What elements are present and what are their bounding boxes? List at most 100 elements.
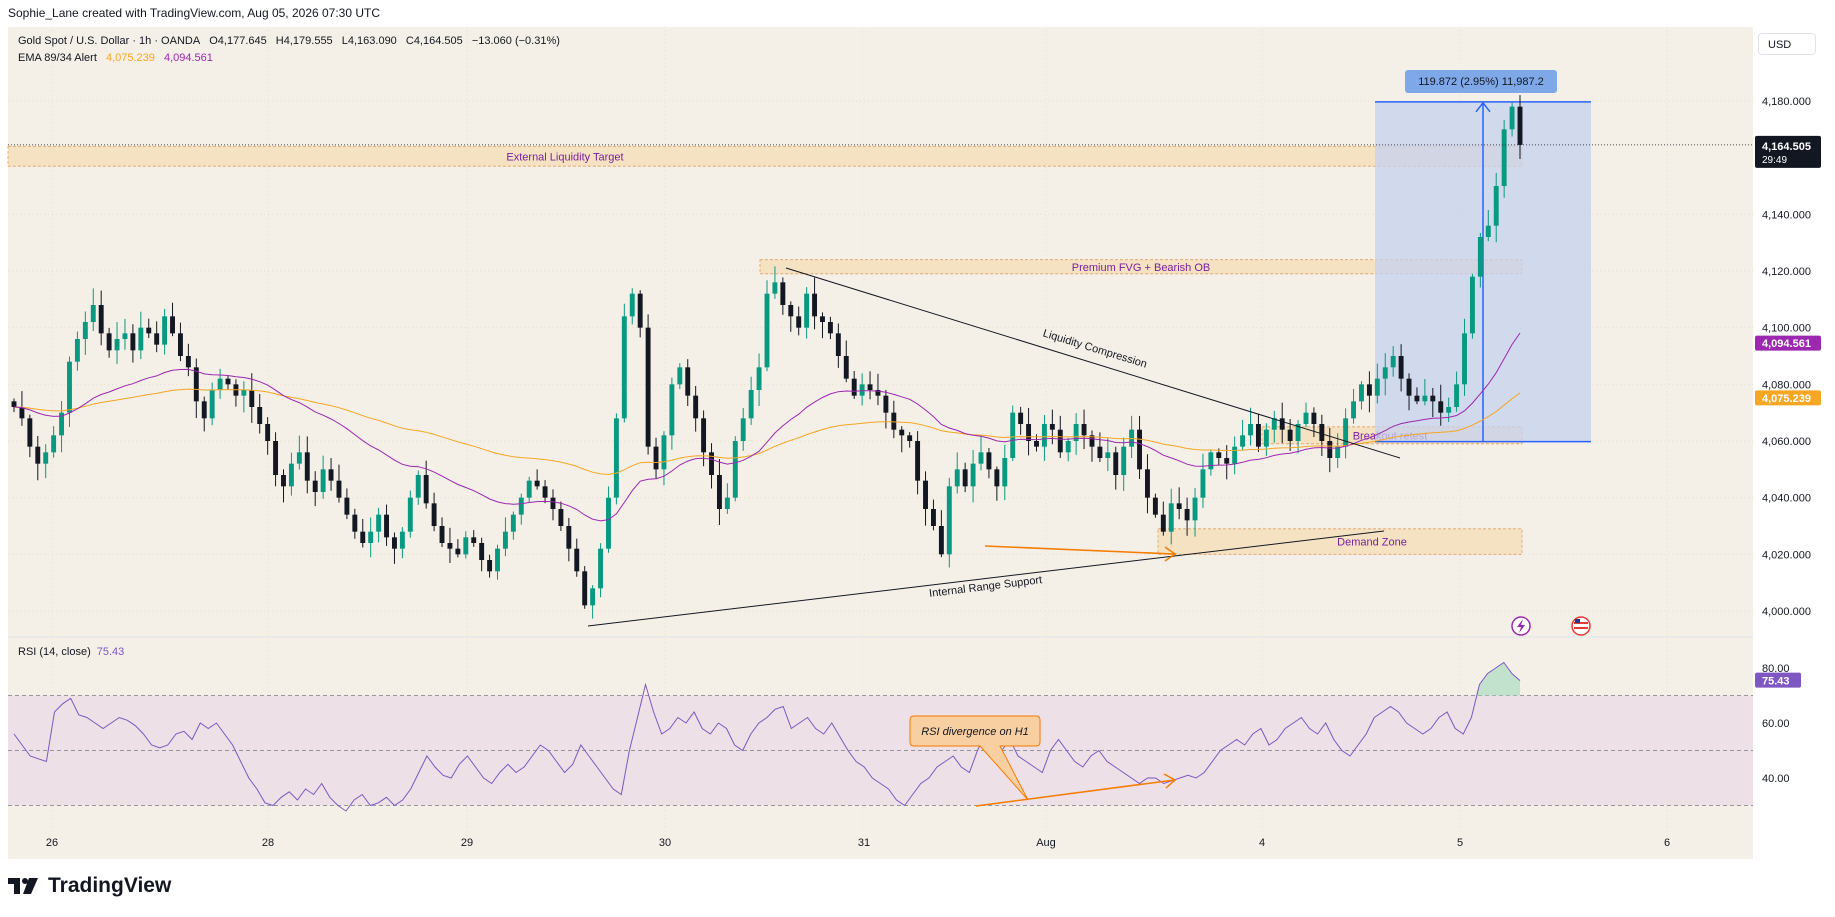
candle-body [241, 390, 247, 396]
candle-body [1279, 418, 1285, 430]
candle-body [423, 475, 429, 504]
candle-body [463, 537, 469, 555]
ema-legend[interactable]: EMA 89/34 Alert 4,075.239 4,094.561 [18, 52, 219, 64]
x-tick-label: 31 [858, 837, 870, 849]
candle-body [629, 293, 635, 317]
zone-box [1157, 528, 1523, 555]
last-price-label: 4,164.505 [1762, 141, 1811, 153]
close-value: C4,164.505 [405, 35, 463, 47]
zone-box [759, 259, 1523, 275]
candle-body [859, 384, 865, 396]
x-tick-label: 26 [46, 837, 58, 849]
candle-body [67, 361, 72, 413]
candle-body [352, 514, 358, 532]
logo-text: TradingView [48, 874, 172, 897]
candle-body [1049, 424, 1055, 430]
candle-body [851, 378, 857, 396]
candle-body [162, 316, 168, 345]
candle-body [796, 316, 802, 328]
candle-body [812, 293, 818, 317]
candle-body [637, 293, 643, 328]
rsi-overbought-fill [1475, 662, 1520, 696]
candle-body [693, 395, 699, 419]
us-flag-stripe [1574, 622, 1588, 624]
candle-body [59, 412, 65, 436]
rsi-label[interactable]: RSI (14, close) [18, 646, 91, 658]
rsi-tick-label: 60.00 [1762, 718, 1790, 730]
candle-body [1160, 514, 1166, 532]
candles-layer [11, 95, 1523, 619]
candle-body [1462, 333, 1467, 385]
candle-body [534, 480, 540, 487]
candle-body [415, 475, 421, 498]
currency-button[interactable]: USD [1758, 33, 1816, 55]
rsi-badge-label: 75.43 [1762, 676, 1790, 688]
price-tick-label: 4,080.000 [1762, 379, 1811, 391]
candle-body [51, 435, 57, 453]
candle-body [1097, 446, 1103, 458]
candle-body [1477, 237, 1483, 277]
candle-body [510, 514, 516, 532]
candle-body [1430, 395, 1436, 402]
candle-body [407, 497, 413, 532]
divergence-arrow [984, 545, 1175, 555]
candle-body [1335, 446, 1341, 458]
candle-body [1121, 446, 1127, 475]
candle-body [392, 537, 397, 549]
candle-body [320, 469, 326, 492]
candle-body [1319, 424, 1325, 441]
symbol-name[interactable]: Gold Spot / U.S. Dollar · 1h · OANDA [18, 35, 201, 47]
candle-body [1263, 429, 1269, 447]
candle-body [582, 571, 588, 606]
candle-body [1255, 424, 1261, 447]
candle-body [1081, 424, 1087, 436]
candle-body [716, 475, 722, 509]
candle-body [550, 497, 556, 509]
x-tick-label: 30 [659, 837, 671, 849]
ema34-value: 4,094.561 [163, 52, 213, 64]
candle-body [1351, 401, 1357, 419]
price-tick-label: 4,020.000 [1762, 549, 1811, 561]
rsi-callout [909, 715, 1041, 801]
candle-body [946, 486, 952, 555]
ema89-badge-bg [1755, 390, 1821, 406]
candle-body [1414, 395, 1420, 402]
candle-body [598, 548, 604, 589]
candle-body [1390, 356, 1396, 368]
candle-body [1382, 367, 1388, 379]
candle-body [1089, 435, 1095, 447]
candle-body [487, 560, 493, 572]
candle-body [732, 441, 738, 498]
rsi-tick-label: 80.00 [1762, 663, 1790, 675]
candle-body [1026, 424, 1032, 441]
candle-body [1176, 503, 1182, 509]
zone-label: Demand Zone [1337, 537, 1407, 549]
trendline-internal-range-support [587, 530, 1385, 627]
candle-body [170, 316, 175, 334]
rsi-line [13, 661, 1521, 812]
tradingview-logo[interactable]: TradingView [8, 874, 171, 898]
candle-body [1343, 418, 1349, 447]
x-tick-label: 29 [461, 837, 473, 849]
candle-body [185, 356, 191, 368]
candle-body [336, 480, 342, 498]
last-price-badge-bg [1755, 135, 1821, 168]
candle-body [98, 305, 104, 334]
candle-body [1152, 497, 1158, 515]
candle-body [542, 486, 548, 498]
candle-body [820, 316, 825, 322]
symbol-legend[interactable]: Gold Spot / U.S. Dollar · 1h · OANDA O4,… [18, 35, 566, 47]
trendline-label: Internal Range Support [928, 574, 1042, 600]
rsi-legend[interactable]: RSI (14, close) 75.43 [18, 646, 124, 658]
candle-body [455, 548, 461, 555]
ema-label[interactable]: EMA 89/34 Alert [18, 52, 97, 64]
candle-body [883, 395, 889, 413]
candle-body [1184, 509, 1190, 521]
candle-body [447, 543, 453, 549]
candle-body [645, 327, 651, 447]
candle-body [35, 446, 41, 464]
candle-body [122, 333, 128, 339]
candle-body [1192, 497, 1198, 521]
us-flag-icon [1571, 616, 1591, 636]
